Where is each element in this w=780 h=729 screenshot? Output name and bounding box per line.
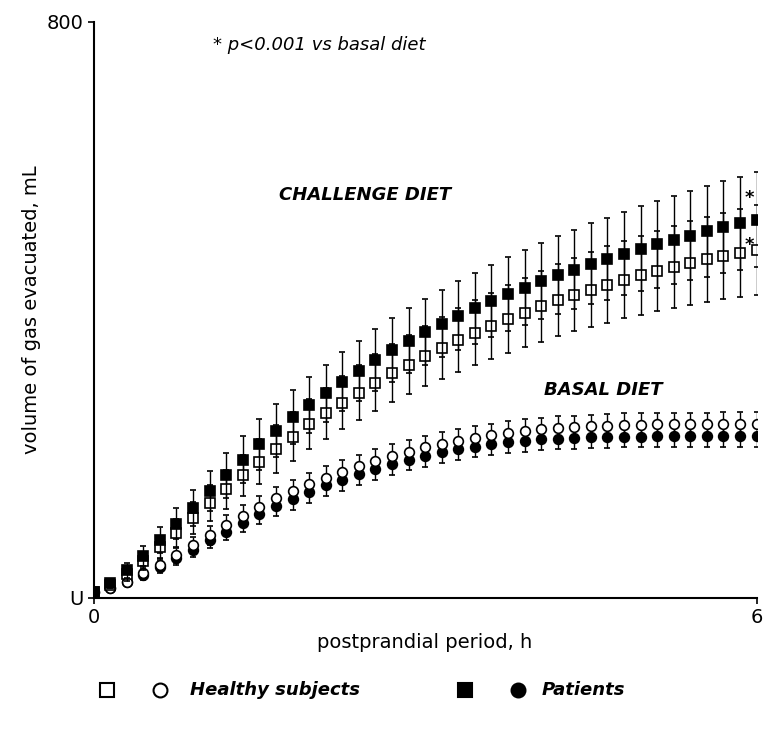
Text: Patients: Patients	[541, 681, 625, 699]
Text: Healthy subjects: Healthy subjects	[190, 681, 360, 699]
Text: BASAL DIET: BASAL DIET	[544, 381, 663, 399]
Text: * p<0.001 vs basal diet: * p<0.001 vs basal diet	[213, 36, 425, 54]
Text: *: *	[744, 236, 753, 254]
Y-axis label: volume of gas evacuated, mL: volume of gas evacuated, mL	[22, 165, 41, 454]
Text: *: *	[744, 190, 753, 207]
Text: CHALLENGE DIET: CHALLENGE DIET	[279, 186, 452, 203]
X-axis label: postprandial period, h: postprandial period, h	[317, 633, 533, 652]
